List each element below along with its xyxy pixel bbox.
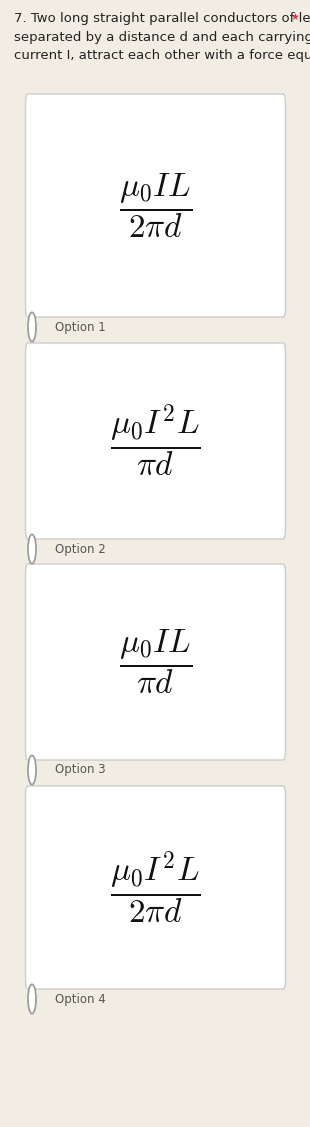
FancyBboxPatch shape: [25, 564, 286, 760]
Text: Option 3: Option 3: [55, 763, 106, 777]
Text: $\dfrac{\mu_0 I^2 L}{\pi d}$: $\dfrac{\mu_0 I^2 L}{\pi d}$: [110, 402, 201, 479]
Text: Option 2: Option 2: [55, 542, 106, 556]
Circle shape: [28, 534, 36, 564]
FancyBboxPatch shape: [25, 786, 286, 990]
FancyBboxPatch shape: [25, 343, 286, 539]
Circle shape: [28, 312, 36, 341]
Text: 7. Two long straight parallel conductors of length L,
separated by a distance d : 7. Two long straight parallel conductors…: [14, 12, 310, 62]
Text: Option 4: Option 4: [55, 993, 106, 1005]
Text: $\dfrac{\mu_0 IL}{2\pi d}$: $\dfrac{\mu_0 IL}{2\pi d}$: [119, 171, 192, 240]
Circle shape: [28, 984, 36, 1013]
Text: Option 1: Option 1: [55, 320, 106, 334]
Text: $\dfrac{\mu_0 I^2 L}{2\pi d}$: $\dfrac{\mu_0 I^2 L}{2\pi d}$: [110, 849, 201, 926]
Text: $\dfrac{\mu_0 IL}{\pi d}$: $\dfrac{\mu_0 IL}{\pi d}$: [119, 628, 192, 696]
FancyBboxPatch shape: [25, 94, 286, 317]
Circle shape: [28, 755, 36, 784]
Text: ★: ★: [291, 12, 299, 23]
